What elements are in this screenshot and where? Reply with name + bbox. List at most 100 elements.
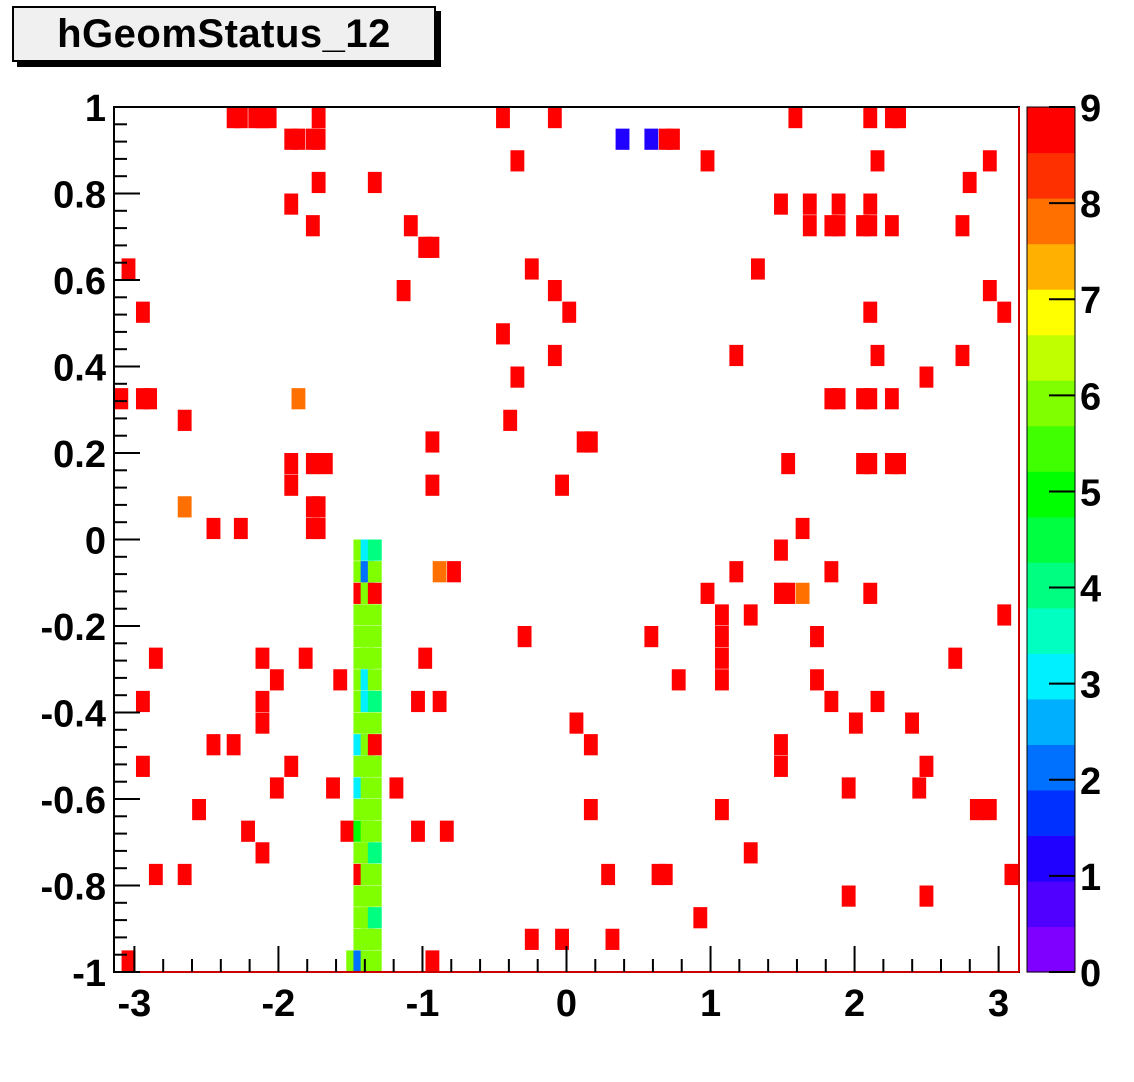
palette-swatch-7 (1027, 607, 1075, 654)
heatmap-cell-56 (870, 344, 885, 367)
heatmap-cell-176 (367, 777, 382, 799)
heatmap-cell-33 (403, 215, 418, 237)
heatmap-cell-204 (367, 863, 382, 886)
heatmap-cell-126 (255, 647, 270, 669)
heatmap-cell-49 (135, 301, 150, 323)
heatmap-cell-84 (555, 474, 569, 496)
heatmap-cell-109 (781, 582, 796, 604)
heatmap-cell-124 (810, 626, 824, 648)
z-tick-label-7: 7 (1080, 280, 1101, 322)
heatmap-cell-77 (781, 453, 796, 475)
heatmap-cell-46 (396, 280, 411, 302)
heatmap-cell-211 (367, 885, 382, 907)
palette-swatch-1 (1027, 880, 1075, 928)
heatmap-cell-89 (233, 517, 248, 540)
heatmap-cell-135 (333, 669, 348, 691)
z-tick-label-2: 2 (1080, 761, 1101, 803)
heatmap-cell-31 (863, 193, 878, 215)
axes-layer: -3 -2 -1 0 1 2 3 -1 -0.8 -0.6 -0.4 -0.2 0 0.2 0.4 0.6 0.… (41, 88, 1010, 1025)
heatmap-cell-28 (774, 193, 788, 215)
palette-swatch-11 (1027, 425, 1075, 472)
z-tick-label-0: 0 (1080, 953, 1101, 995)
heatmap-cell-70 (503, 409, 518, 431)
heatmap-cell-198 (367, 842, 382, 864)
heatmap-cell-173 (326, 777, 340, 799)
x-tick-label-0: -3 (117, 983, 151, 1025)
y-tick-label-4: -0.2 (41, 607, 106, 649)
heatmap-cell-229 (425, 950, 440, 972)
heatmap-cell-60 (114, 388, 129, 410)
heatmap-cell-165 (135, 755, 150, 777)
heatmap-cell-51 (863, 301, 878, 323)
heatmap-cell-123 (714, 626, 729, 648)
heatmap-cell-162 (367, 734, 382, 756)
heatmap-cell-29 (802, 193, 817, 215)
heatmap-cell-117 (997, 604, 1012, 626)
palette-swatch-4 (1027, 744, 1075, 791)
heatmap-cell-101 (447, 561, 461, 583)
heatmap-cell-4 (262, 107, 277, 129)
z-tick-label-6: 6 (1080, 376, 1101, 418)
heatmap-cell-122 (644, 626, 659, 648)
palette-swatch-13 (1027, 334, 1075, 381)
heatmap-cell-228 (367, 950, 382, 972)
heatmap-cell-34 (802, 215, 817, 237)
heatmap-cell-178 (841, 777, 856, 799)
y-tick-label-7: 0.4 (53, 348, 106, 390)
y-tick-label-1: -0.8 (41, 867, 106, 909)
heatmap-cell-15 (311, 128, 326, 150)
y-tick-label-9: 0.8 (53, 175, 106, 217)
heatmap-cell-106 (367, 582, 382, 604)
heatmap-cell-166 (284, 755, 299, 777)
heatmap-cell-71 (425, 431, 440, 453)
heatmap-cell-164 (774, 734, 788, 756)
heatmap-cell-50 (562, 301, 577, 323)
heatmap-cell-19 (666, 128, 680, 150)
heatmap-cell-81 (892, 453, 907, 475)
heatmap-cell-158 (206, 734, 221, 756)
heatmap-cell-138 (367, 669, 382, 691)
z-tick-label-1: 1 (1080, 857, 1101, 899)
heatmap-cell-23 (982, 150, 997, 172)
heatmap-cell-27 (284, 193, 299, 215)
palette-swatch-9 (1027, 516, 1075, 563)
heatmap-cell-55 (729, 344, 744, 367)
heatmap-cell-156 (848, 712, 863, 734)
heatmap-cell-147 (411, 690, 425, 713)
heatmap-cell-185 (714, 799, 729, 821)
z-tick-label-5: 5 (1080, 472, 1101, 514)
heatmap-cell-68 (884, 388, 899, 410)
heatmap-cell-150 (870, 690, 885, 713)
heatmap-cell-125 (148, 647, 163, 669)
heatmap-cell-132 (714, 647, 729, 669)
y-tick-label-6: 0.2 (53, 434, 106, 476)
y-tick-label-3: -0.4 (41, 694, 106, 736)
heatmap-cell-220 (367, 928, 382, 950)
heatmap-cell-180 (192, 799, 206, 821)
heatmap-cell-169 (367, 755, 382, 777)
heatmap-cell-42 (425, 236, 440, 258)
color-palette: 0 1 2 3 4 5 6 7 8 9 (1026, 88, 1101, 995)
heatmap-cell-172 (269, 777, 284, 799)
heatmap-cell-20 (510, 150, 525, 172)
y-tick-label-2: -0.6 (41, 780, 106, 822)
heatmap-cell-47 (547, 280, 562, 302)
z-tick-label-8: 8 (1080, 184, 1101, 226)
heatmap-cell-32 (305, 215, 320, 237)
heatmap-cell-143 (255, 690, 270, 713)
heatmap-cell-88 (206, 517, 221, 540)
heatmap-cell-48 (982, 280, 997, 302)
title-box: hGeomStatus_12 (12, 6, 436, 62)
heatmap-cell-43 (121, 258, 136, 280)
heatmap-cell-149 (824, 690, 839, 713)
heatmap-cell-13 (291, 128, 306, 150)
heatmap-cell-186 (969, 799, 984, 821)
heatmap-cell-79 (863, 453, 878, 475)
heatmap-cell-8 (788, 107, 803, 129)
heatmap-cell-195 (255, 842, 270, 864)
heatmap-cell-207 (658, 863, 673, 886)
x-tick-label-5: 2 (844, 983, 865, 1025)
palette-swatch-14 (1027, 289, 1075, 336)
x-tick-label-2: -1 (406, 983, 440, 1025)
heatmap-cell-212 (841, 885, 856, 907)
